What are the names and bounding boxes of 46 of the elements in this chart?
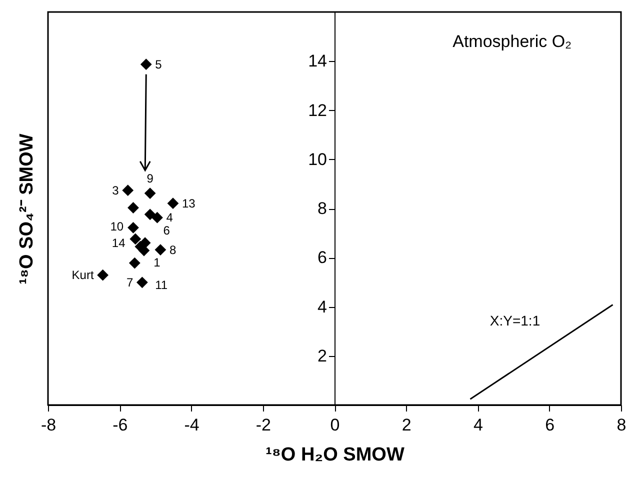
point	[144, 188, 156, 199]
y-tick-label: 2	[318, 346, 327, 366]
annotation: 7	[126, 275, 134, 290]
annotation: 9	[146, 171, 154, 186]
annotation: 3	[112, 183, 120, 198]
y-tick-label: 10	[308, 150, 327, 169]
x-tick-label: 6	[545, 416, 555, 434]
annotation: 6	[163, 223, 170, 238]
point	[167, 198, 179, 210]
x-axis-title: ¹⁸O H₂O SMOW	[266, 444, 404, 466]
annotation: 1	[154, 256, 161, 270]
x-tick-label: 0	[330, 416, 340, 434]
annotation: Kurt	[72, 268, 94, 282]
y-tick-label: 8	[318, 199, 327, 218]
y-tick-label: 4	[318, 297, 327, 316]
annotation: 5	[155, 57, 162, 72]
point	[136, 276, 148, 288]
point	[140, 58, 152, 70]
x-tick-label: -6	[112, 416, 128, 434]
y-tick-label: 14	[308, 52, 327, 71]
annotation: X:Y=1:1	[490, 312, 540, 329]
point	[128, 257, 140, 269]
x-tick-label: 8	[616, 416, 626, 434]
annotation: 11	[155, 278, 168, 292]
point	[152, 212, 163, 224]
annotation: 10	[110, 220, 124, 234]
annotation: 14	[112, 236, 126, 250]
annotation: 13	[182, 196, 196, 210]
point	[97, 269, 108, 281]
point	[130, 233, 142, 245]
point	[154, 244, 166, 256]
x-tick-label: -4	[184, 416, 200, 434]
point	[128, 222, 139, 234]
point	[144, 208, 156, 220]
x-tick-label: 4	[474, 416, 483, 434]
y-tick-label: 12	[308, 100, 327, 120]
point	[122, 184, 134, 196]
annotation: 4	[166, 210, 174, 225]
y-axis-title: ¹⁸O SO₄²⁻ SMOW	[16, 134, 38, 284]
annotation: Atmospheric O₂	[452, 32, 572, 51]
annotation: 8	[169, 242, 176, 257]
point	[128, 202, 139, 214]
y-tick-label: 6	[318, 248, 327, 268]
x-tick-label: -8	[40, 416, 56, 434]
x-tick-label: 2	[402, 416, 412, 434]
x-tick-label: -2	[256, 416, 271, 434]
